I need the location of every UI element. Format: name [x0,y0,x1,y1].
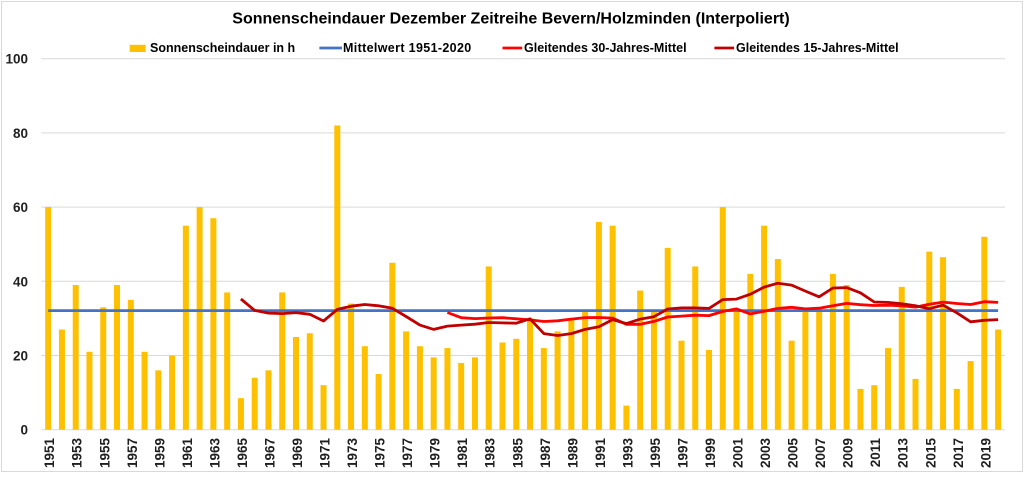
svg-text:1973: 1973 [345,438,360,469]
svg-text:1963: 1963 [207,438,222,469]
svg-text:1991: 1991 [593,438,608,469]
svg-text:1983: 1983 [483,438,498,469]
svg-text:2013: 2013 [896,438,911,469]
svg-text:1995: 1995 [648,438,663,469]
svg-text:2019: 2019 [978,438,993,468]
svg-text:2011: 2011 [868,438,883,468]
svg-text:Gleitendes 30-Jahres-Mittel: Gleitendes 30-Jahres-Mittel [524,41,687,55]
svg-text:2007: 2007 [813,438,828,468]
svg-text:2017: 2017 [951,438,966,468]
svg-text:1965: 1965 [235,438,250,469]
svg-text:1981: 1981 [455,438,470,469]
svg-text:1987: 1987 [538,438,553,468]
svg-text:100: 100 [5,52,28,67]
svg-text:1993: 1993 [620,438,635,469]
svg-text:1957: 1957 [125,438,140,468]
svg-text:60: 60 [13,200,28,215]
svg-text:1989: 1989 [565,438,580,468]
svg-text:1969: 1969 [290,438,305,468]
svg-text:2003: 2003 [758,438,773,469]
svg-text:1997: 1997 [676,438,691,468]
svg-text:1977: 1977 [400,438,415,468]
svg-text:1971: 1971 [318,438,333,469]
svg-text:1959: 1959 [152,438,167,468]
svg-text:Gleitendes 15-Jahres-Mittel: Gleitendes 15-Jahres-Mittel [736,41,899,55]
svg-text:20: 20 [13,349,28,364]
svg-text:2015: 2015 [923,438,938,469]
svg-text:1961: 1961 [180,438,195,469]
svg-text:Sonnenscheindauer Dezember Zei: Sonnenscheindauer Dezember Zeitreihe Bev… [232,11,789,28]
svg-text:1967: 1967 [263,438,278,468]
svg-text:80: 80 [13,126,28,141]
svg-text:1979: 1979 [428,438,443,468]
svg-text:2001: 2001 [731,438,746,469]
svg-text:2009: 2009 [841,438,856,468]
svg-text:Sonnenscheindauer in h: Sonnenscheindauer in h [150,41,295,55]
svg-text:40: 40 [13,274,28,289]
svg-text:1999: 1999 [703,438,718,468]
svg-text:1953: 1953 [70,438,85,469]
svg-text:2005: 2005 [786,438,801,469]
svg-text:1951: 1951 [42,438,57,469]
svg-text:1985: 1985 [510,438,525,469]
svg-text:Mittelwert 1951-2020: Mittelwert 1951-2020 [343,41,472,55]
svg-text:0: 0 [20,423,28,438]
svg-text:1955: 1955 [97,438,112,469]
svg-text:1975: 1975 [373,438,388,469]
